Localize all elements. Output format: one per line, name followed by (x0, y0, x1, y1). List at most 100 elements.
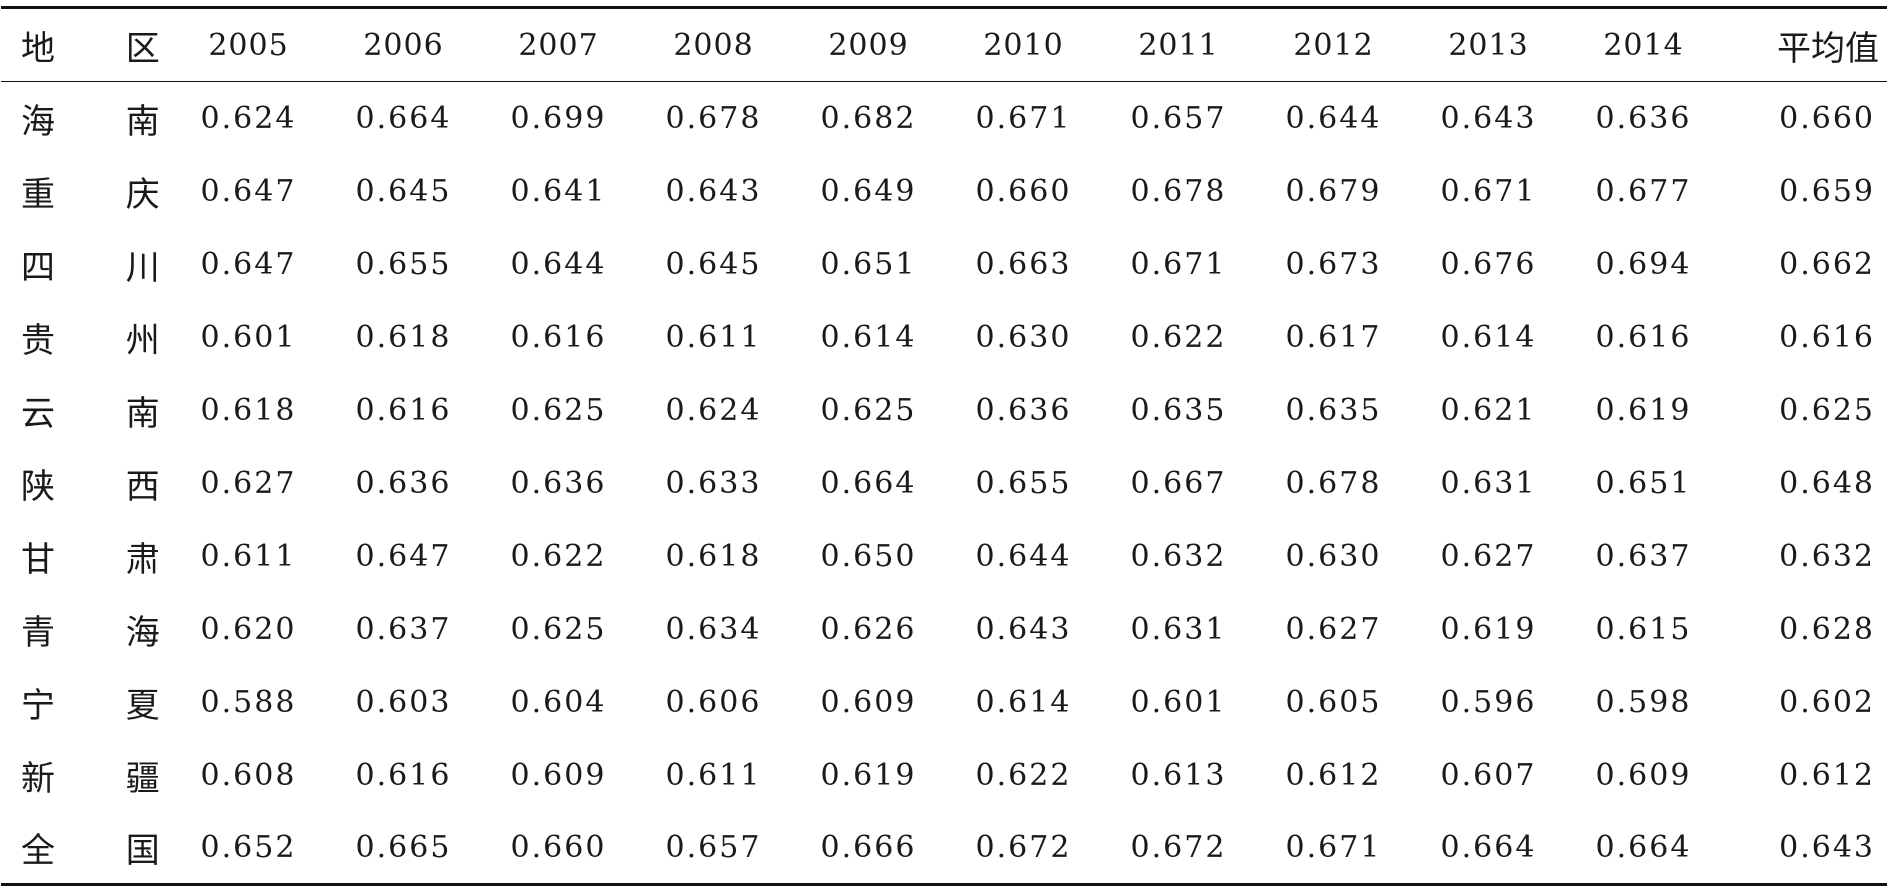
year-value-cell: 0.660 (481, 811, 636, 886)
year-value-cell: 0.667 (1130, 465, 1227, 501)
year-value-cell: 0.627 (200, 465, 297, 501)
average-value-cell: 0.612 (1779, 757, 1875, 793)
year-value-cell: 0.660 (975, 173, 1072, 209)
year-value-cell: 0.614 (975, 684, 1072, 720)
year-value-cell: 0.601 (200, 319, 297, 355)
year-value-cell: 0.637 (1595, 538, 1692, 574)
year-value-cell: 0.619 (1440, 611, 1537, 647)
year-value-cell: 0.643 (1440, 100, 1537, 136)
year-value-cell: 0.631 (1130, 611, 1227, 647)
year-value-cell: 0.651 (820, 246, 917, 282)
year-value-cell: 0.626 (820, 611, 917, 647)
year-value-cell: 0.627 (1285, 611, 1382, 647)
average-value-cell: 0.616 (1779, 319, 1875, 355)
table-row: 贵 州 0.601 0.618 0.616 0.611 0.614 0.630 0.622 0.… (1, 301, 1887, 374)
year-value-cell: 0.644 (510, 246, 607, 282)
year-value-cell: 0.617 (1285, 319, 1382, 355)
data-table: 地 区 2005 2006 2007 2008 2009 2010 2011 2… (1, 6, 1887, 886)
table-row: 新 疆 0.608 0.616 0.609 0.611 0.619 0.622 0.613 0.… (1, 739, 1887, 812)
year-value-cell: 0.643 (665, 173, 762, 209)
year-value-cell: 0.622 (510, 538, 607, 574)
column-header-2011: 2011 (1101, 6, 1256, 82)
year-value-cell: 0.614 (1440, 319, 1537, 355)
year-value-cell: 0.647 (200, 246, 297, 282)
table-body: 海 南 0.624 0.664 0.699 0.678 0.682 0.671 0.657 0.… (1, 82, 1887, 886)
year-value-cell: 0.643 (975, 611, 1072, 647)
year-value-cell: 0.664 (355, 100, 452, 136)
year-value-cell: 0.678 (1285, 465, 1382, 501)
year-value-cell: 0.625 (510, 392, 607, 428)
year-value-cell: 0.644 (975, 538, 1072, 574)
year-value-cell: 0.636 (975, 392, 1072, 428)
table-row: 全 国 0.652 0.665 0.660 0.657 0.666 0.672 0.672 0.… (1, 811, 1887, 886)
year-value-cell: 0.647 (355, 538, 452, 574)
column-header-2013: 2013 (1411, 6, 1566, 82)
column-header-region: 地 区 (1, 6, 171, 82)
year-value-cell: 0.676 (1440, 246, 1537, 282)
year-value-cell: 0.598 (1595, 684, 1692, 720)
year-value-cell: 0.618 (355, 319, 452, 355)
table-row: 四 川 0.647 0.655 0.644 0.645 0.651 0.663 0.671 0.… (1, 228, 1887, 301)
year-value-cell: 0.616 (1595, 319, 1692, 355)
region-name-cell: 云 南 (21, 393, 190, 434)
average-value-cell: 0.643 (1721, 811, 1887, 886)
year-value-cell: 0.636 (355, 465, 452, 501)
year-value-cell: 0.620 (200, 611, 297, 647)
year-value-cell: 0.618 (665, 538, 762, 574)
year-value-cell: 0.651 (1595, 465, 1692, 501)
year-value-cell: 0.636 (1595, 100, 1692, 136)
year-value-cell: 0.614 (820, 319, 917, 355)
year-value-cell: 0.607 (1440, 757, 1537, 793)
table-row: 宁 夏 0.588 0.603 0.604 0.606 0.609 0.614 0.601 0.… (1, 666, 1887, 739)
year-value-cell: 0.682 (820, 100, 917, 136)
year-value-cell: 0.678 (665, 100, 762, 136)
year-value-cell: 0.630 (1285, 538, 1382, 574)
year-value-cell: 0.625 (820, 392, 917, 428)
region-name-cell: 重 庆 (21, 174, 190, 215)
column-header-2009: 2009 (791, 6, 946, 82)
table-header-row: 地 区 2005 2006 2007 2008 2009 2010 2011 2… (1, 6, 1887, 82)
average-value-cell: 0.632 (1779, 538, 1875, 574)
year-value-cell: 0.625 (510, 611, 607, 647)
average-value-cell: 0.602 (1779, 684, 1875, 720)
year-value-cell: 0.630 (975, 319, 1072, 355)
year-value-cell: 0.664 (1566, 811, 1721, 886)
column-header-2008: 2008 (636, 6, 791, 82)
year-value-cell: 0.672 (1101, 811, 1256, 886)
year-value-cell: 0.655 (355, 246, 452, 282)
column-header-2005: 2005 (171, 6, 326, 82)
column-header-2012: 2012 (1256, 6, 1411, 82)
year-value-cell: 0.624 (665, 392, 762, 428)
year-value-cell: 0.611 (200, 538, 297, 574)
year-value-cell: 0.618 (200, 392, 297, 428)
year-value-cell: 0.611 (665, 757, 762, 793)
year-value-cell: 0.616 (355, 392, 452, 428)
year-value-cell: 0.644 (1285, 100, 1382, 136)
year-value-cell: 0.678 (1130, 173, 1227, 209)
year-value-cell: 0.673 (1285, 246, 1382, 282)
year-value-cell: 0.672 (946, 811, 1101, 886)
year-value-cell: 0.647 (200, 173, 297, 209)
year-value-cell: 0.677 (1595, 173, 1692, 209)
average-value-cell: 0.648 (1779, 465, 1875, 501)
year-value-cell: 0.664 (820, 465, 917, 501)
year-value-cell: 0.631 (1440, 465, 1537, 501)
column-header-2007: 2007 (481, 6, 636, 82)
table-row: 海 南 0.624 0.664 0.699 0.678 0.682 0.671 0.657 0.… (1, 82, 1887, 155)
year-value-cell: 0.605 (1285, 684, 1382, 720)
region-name-cell: 青 海 (21, 612, 190, 653)
column-header-2010: 2010 (946, 6, 1101, 82)
year-value-cell: 0.649 (820, 173, 917, 209)
year-value-cell: 0.609 (820, 684, 917, 720)
year-value-cell: 0.601 (1130, 684, 1227, 720)
table-row: 甘 肃 0.611 0.647 0.622 0.618 0.650 0.644 0.632 0.… (1, 520, 1887, 593)
year-value-cell: 0.604 (510, 684, 607, 720)
year-value-cell: 0.616 (510, 319, 607, 355)
year-value-cell: 0.637 (355, 611, 452, 647)
region-name-cell: 四 川 (21, 247, 190, 288)
year-value-cell: 0.645 (665, 246, 762, 282)
table-row: 陕 西 0.627 0.636 0.636 0.633 0.664 0.655 0.667 0.… (1, 447, 1887, 520)
year-value-cell: 0.699 (510, 100, 607, 136)
column-header-2014: 2014 (1566, 6, 1721, 82)
year-value-cell: 0.671 (1130, 246, 1227, 282)
